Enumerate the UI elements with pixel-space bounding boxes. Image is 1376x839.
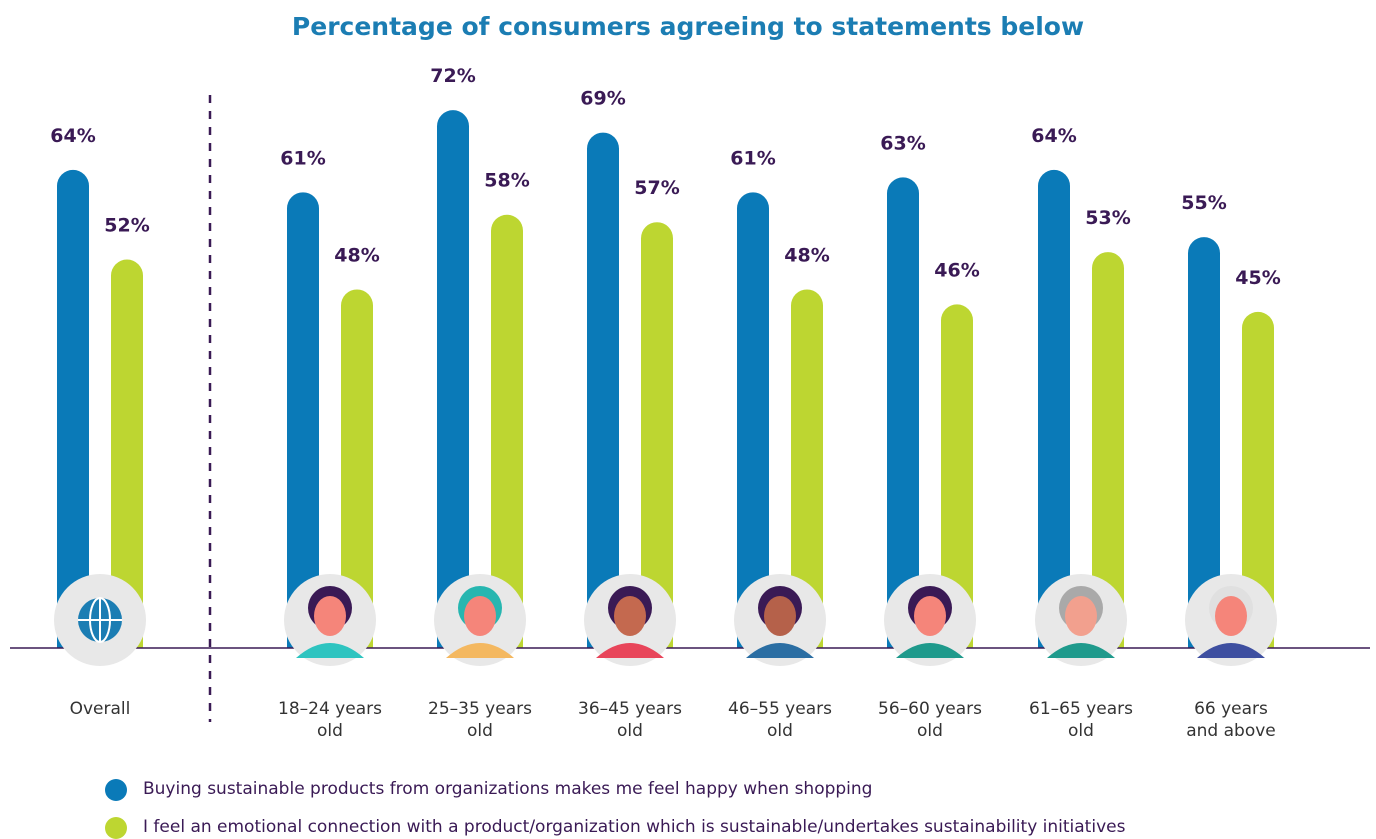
- category-label: 25–35 years old: [425, 698, 535, 742]
- value-label: 48%: [334, 244, 379, 266]
- value-label: 69%: [580, 88, 625, 110]
- value-label: 45%: [1235, 267, 1280, 289]
- face: [1215, 596, 1247, 636]
- value-label: 64%: [1031, 125, 1076, 147]
- value-label: 55%: [1181, 192, 1226, 214]
- face: [764, 596, 796, 636]
- value-label: 72%: [430, 65, 475, 87]
- icon: [54, 574, 146, 666]
- value-label: 53%: [1085, 207, 1130, 229]
- value-label: 57%: [634, 177, 679, 199]
- icon: [734, 574, 826, 666]
- icon: [584, 574, 676, 666]
- category-label: 56–60 years old: [875, 698, 985, 742]
- value-label: 61%: [730, 147, 775, 169]
- face: [914, 596, 946, 636]
- icon: [434, 574, 526, 666]
- face: [464, 596, 496, 636]
- icon: [1035, 574, 1127, 666]
- category-label: Overall: [45, 698, 155, 720]
- category-label: 61–65 years old: [1026, 698, 1136, 742]
- value-label: 46%: [934, 259, 979, 281]
- legend-label: I feel an emotional connection with a pr…: [143, 817, 1125, 837]
- page: {"chart_data": {"type": "bar", "title": …: [0, 0, 1376, 839]
- face: [614, 596, 646, 636]
- category-label: 18–24 years old: [275, 698, 385, 742]
- value-label: 63%: [880, 132, 925, 154]
- bar: [57, 170, 89, 648]
- value-label: 52%: [104, 215, 149, 237]
- category-label: 46–55 years old: [725, 698, 835, 742]
- icon: [1185, 574, 1277, 666]
- category-label: 66 years and above: [1176, 698, 1286, 742]
- face: [314, 596, 346, 636]
- category-label: 36–45 years old: [575, 698, 685, 742]
- icon: [884, 574, 976, 666]
- face: [1065, 596, 1097, 636]
- value-label: 61%: [280, 147, 325, 169]
- bar: [587, 133, 619, 648]
- icon: [284, 574, 376, 666]
- legend-marker: [105, 817, 127, 839]
- legend-marker: [105, 779, 127, 801]
- bar: [1038, 170, 1070, 648]
- value-label: 64%: [50, 125, 95, 147]
- legend-label: Buying sustainable products from organiz…: [143, 779, 872, 799]
- chart: 64% 61% 72% 69% 61% 63% 64% 55% 52% 48% 58% 57% 48% 4…: [0, 0, 1376, 839]
- bar: [437, 110, 469, 648]
- value-label: 58%: [484, 170, 529, 192]
- value-label: 48%: [784, 244, 829, 266]
